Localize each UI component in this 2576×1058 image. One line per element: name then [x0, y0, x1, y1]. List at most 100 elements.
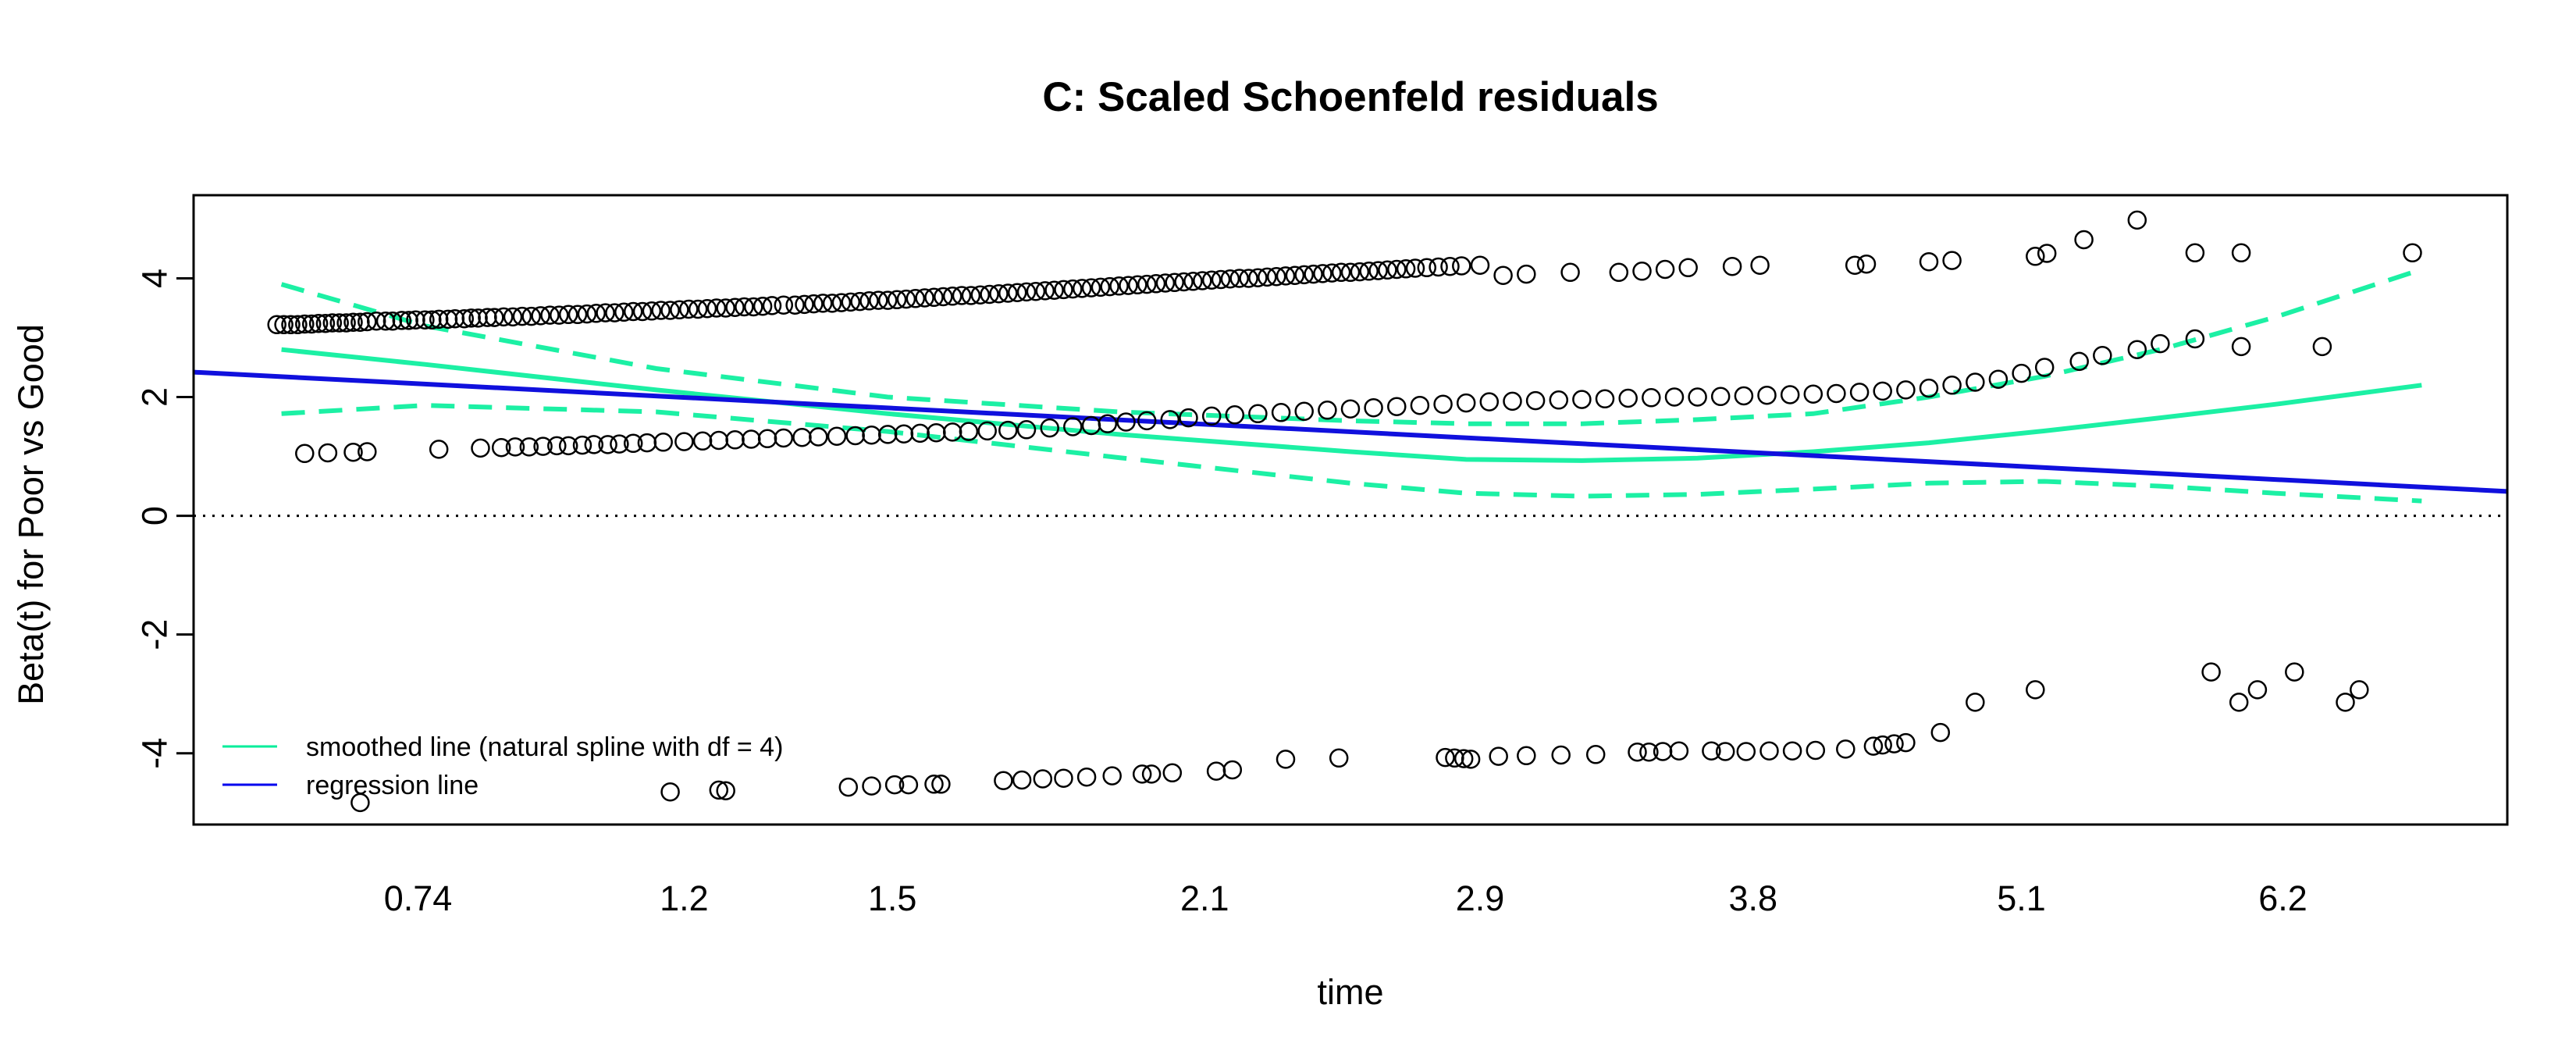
residual-point: [809, 427, 828, 447]
residual-point: [598, 435, 617, 454]
residual-point: [540, 305, 560, 325]
residual-point: [1225, 405, 1245, 425]
y-axis-label: Beta(t) for Poor vs Good: [11, 324, 51, 705]
y-tick-label: 2: [135, 387, 175, 407]
residual-point: [660, 301, 680, 320]
residual-point: [785, 295, 805, 315]
residual-point: [1222, 760, 1243, 780]
residual-point: [550, 305, 569, 325]
residual-point: [632, 301, 653, 322]
residual-point: [2151, 333, 2170, 354]
residual-point: [1966, 693, 1985, 712]
line-layer: [194, 267, 2507, 504]
residual-point: [762, 296, 782, 315]
residual-point: [1632, 262, 1652, 281]
residual-point: [2285, 662, 2304, 682]
residual-point: [2127, 340, 2147, 359]
residual-point: [572, 435, 592, 455]
residual-point: [838, 777, 859, 797]
residual-point: [491, 437, 511, 458]
regression-line: [194, 369, 2507, 494]
residual-point: [795, 294, 814, 315]
residual-point: [399, 311, 418, 330]
y-tick-label: -4: [135, 738, 175, 769]
x-axis-label: time: [1317, 972, 1383, 1012]
residual-point: [877, 290, 898, 310]
residual-point: [1193, 271, 1212, 290]
residual-point: [531, 306, 550, 326]
points-layer: [267, 210, 2422, 813]
x-tick-label: 2.1: [1180, 878, 1229, 918]
residual-point: [1440, 256, 1460, 276]
residual-point: [942, 287, 962, 306]
residual-point: [610, 434, 629, 454]
residual-point: [1258, 267, 1277, 287]
residual-point: [2350, 680, 2369, 700]
residual-point: [1930, 722, 1951, 743]
residual-point: [336, 313, 356, 333]
residual-point: [454, 308, 475, 329]
residual-point: [1201, 406, 1222, 426]
residual-point: [1165, 273, 1184, 293]
residual-point: [970, 285, 991, 305]
residual-point: [1007, 283, 1027, 302]
residual-point: [614, 302, 634, 322]
residual-point: [2185, 243, 2205, 263]
residual-point: [980, 284, 999, 305]
residual-point: [1137, 274, 1157, 294]
residual-point: [1054, 280, 1073, 300]
residual-point: [1035, 281, 1055, 301]
residual-point: [1229, 269, 1249, 288]
residual-point: [343, 442, 363, 462]
residual-point: [1183, 272, 1203, 291]
residual-point: [533, 436, 553, 456]
residual-point: [366, 311, 386, 331]
residual-point: [1966, 372, 1985, 392]
residual-point: [2026, 680, 2045, 700]
residual-point: [1489, 746, 1508, 766]
residual-point: [651, 301, 671, 320]
residual-point: [792, 427, 812, 447]
residual-point: [461, 308, 481, 328]
residual-point: [1220, 269, 1240, 289]
residual-point: [1368, 261, 1388, 280]
residual-point: [679, 299, 699, 319]
residual-point: [653, 433, 673, 452]
residual-point: [1054, 768, 1073, 788]
residual-point: [1585, 745, 1606, 764]
residual-point: [429, 440, 449, 459]
residual-point: [1734, 386, 1754, 406]
residual-point: [2074, 230, 2094, 250]
residual-point: [1433, 394, 1453, 414]
residual-point: [315, 313, 336, 333]
residual-point: [605, 303, 624, 322]
residual-point: [422, 310, 442, 330]
residual-point: [1155, 273, 1176, 293]
residual-point: [2201, 662, 2221, 682]
residual-point: [358, 442, 377, 461]
residual-point: [505, 437, 525, 457]
residual-point: [1710, 387, 1731, 407]
legend-entry-label: smoothed line (natural spline with df = …: [306, 732, 783, 762]
x-tick-label: 5.1: [1997, 878, 2046, 918]
residual-point: [1063, 279, 1083, 299]
residual-point: [1452, 256, 1471, 276]
residual-point: [318, 443, 338, 463]
residual-point: [1595, 389, 1615, 409]
residual-point: [2231, 243, 2251, 263]
residual-point: [1304, 264, 1323, 284]
residual-point: [827, 426, 847, 446]
residual-point: [429, 309, 449, 330]
residual-point: [1803, 384, 1823, 404]
legend-entry-label: regression line: [306, 771, 479, 800]
residual-point: [558, 436, 578, 456]
residual-point: [1759, 741, 1779, 761]
residual-point: [1091, 277, 1111, 297]
residual-point: [1618, 388, 1638, 408]
residual-point: [267, 315, 286, 335]
residual-point: [706, 298, 727, 318]
residual-point: [1119, 276, 1138, 295]
residual-point: [1294, 265, 1314, 285]
